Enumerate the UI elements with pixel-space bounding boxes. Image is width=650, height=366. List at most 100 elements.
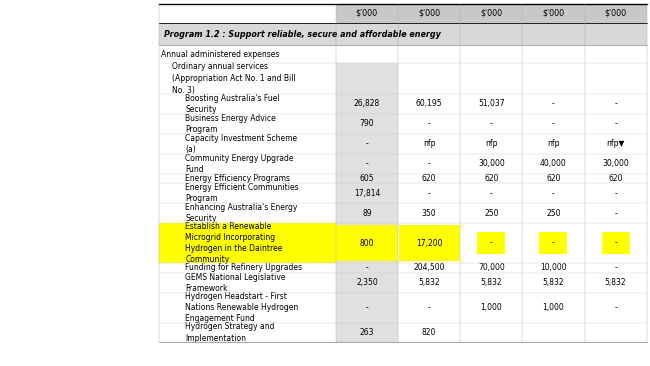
Bar bbox=[398, 225, 460, 261]
Text: -: - bbox=[552, 100, 555, 108]
Text: 30,000: 30,000 bbox=[478, 159, 504, 168]
Text: Funding for Refinery Upgrades: Funding for Refinery Upgrades bbox=[185, 264, 302, 272]
Text: Boosting Australia's Fuel
Security: Boosting Australia's Fuel Security bbox=[185, 94, 280, 114]
Text: $'000: $'000 bbox=[604, 9, 627, 18]
Text: -: - bbox=[552, 239, 555, 248]
Text: -: - bbox=[614, 119, 617, 128]
Text: -: - bbox=[614, 209, 617, 218]
Text: -: - bbox=[552, 119, 555, 128]
Bar bbox=[336, 94, 398, 114]
Bar bbox=[159, 23, 647, 45]
Text: -: - bbox=[490, 239, 493, 248]
Text: 26,828: 26,828 bbox=[354, 100, 380, 108]
Text: -: - bbox=[614, 239, 617, 248]
Text: -: - bbox=[428, 159, 430, 168]
Text: 350: 350 bbox=[422, 209, 436, 218]
Text: 51,037: 51,037 bbox=[478, 100, 504, 108]
Bar bbox=[159, 223, 336, 263]
Bar bbox=[336, 273, 398, 293]
Text: 60,195: 60,195 bbox=[416, 100, 443, 108]
Text: -: - bbox=[365, 139, 369, 148]
Text: Enhancing Australia's Energy
Security: Enhancing Australia's Energy Security bbox=[185, 203, 298, 223]
Text: 620: 620 bbox=[546, 174, 561, 183]
Bar bbox=[477, 232, 505, 254]
Text: 250: 250 bbox=[546, 209, 561, 218]
Text: 17,814: 17,814 bbox=[354, 189, 380, 198]
Bar bbox=[336, 114, 398, 134]
Text: -: - bbox=[365, 159, 369, 168]
Text: 5,832: 5,832 bbox=[480, 279, 502, 287]
Text: -: - bbox=[428, 189, 430, 198]
Text: 204,500: 204,500 bbox=[413, 264, 445, 272]
Bar bbox=[336, 154, 398, 173]
Text: Program 1.2 : Support reliable, secure and affordable energy: Program 1.2 : Support reliable, secure a… bbox=[164, 30, 441, 38]
Text: -: - bbox=[614, 303, 617, 312]
Text: 2,350: 2,350 bbox=[356, 279, 378, 287]
Text: -: - bbox=[614, 189, 617, 198]
Text: 620: 620 bbox=[422, 174, 436, 183]
Bar bbox=[336, 263, 398, 273]
Text: 605: 605 bbox=[359, 174, 374, 183]
Text: Energy Efficient Communities
Program: Energy Efficient Communities Program bbox=[185, 183, 299, 203]
Text: 800: 800 bbox=[359, 239, 374, 248]
Text: Annual administered expenses: Annual administered expenses bbox=[161, 50, 280, 59]
Text: -: - bbox=[428, 303, 430, 312]
Text: -: - bbox=[365, 264, 369, 272]
Text: nfp: nfp bbox=[485, 139, 497, 148]
Text: $'000: $'000 bbox=[480, 9, 502, 18]
Text: Energy Efficiency Programs: Energy Efficiency Programs bbox=[185, 174, 291, 183]
Text: nfp▼: nfp▼ bbox=[606, 139, 625, 148]
Bar bbox=[540, 232, 567, 254]
Text: 820: 820 bbox=[422, 328, 436, 337]
Text: 620: 620 bbox=[608, 174, 623, 183]
Text: Establish a Renewable
Microgrid Incorporating
Hydrogen in the Daintree
Community: Establish a Renewable Microgrid Incorpor… bbox=[185, 222, 283, 264]
Bar bbox=[336, 134, 398, 154]
Bar bbox=[336, 203, 398, 223]
Text: Ordinary annual services
(Appropriation Act No. 1 and Bill
No. 3): Ordinary annual services (Appropriation … bbox=[172, 62, 296, 95]
Text: -: - bbox=[614, 264, 617, 272]
Text: Hydrogen Headstart - First
Nations Renewable Hydrogen
Engagement Fund: Hydrogen Headstart - First Nations Renew… bbox=[185, 292, 298, 323]
Text: $'000: $'000 bbox=[542, 9, 565, 18]
Bar bbox=[460, 4, 523, 23]
Bar bbox=[523, 4, 584, 23]
Text: 1,000: 1,000 bbox=[543, 303, 564, 312]
Text: Community Energy Upgrade
Fund: Community Energy Upgrade Fund bbox=[185, 154, 294, 173]
Bar bbox=[336, 183, 398, 203]
Text: -: - bbox=[614, 100, 617, 108]
Text: 620: 620 bbox=[484, 174, 499, 183]
Text: -: - bbox=[490, 189, 493, 198]
Text: 70,000: 70,000 bbox=[478, 264, 504, 272]
Bar bbox=[336, 4, 398, 23]
Text: 30,000: 30,000 bbox=[603, 159, 629, 168]
Text: 5,832: 5,832 bbox=[543, 279, 564, 287]
Text: -: - bbox=[552, 189, 555, 198]
Text: 1,000: 1,000 bbox=[480, 303, 502, 312]
Text: -: - bbox=[490, 119, 493, 128]
Bar bbox=[602, 232, 630, 254]
Text: 790: 790 bbox=[359, 119, 374, 128]
Bar bbox=[336, 293, 398, 322]
Text: $'000: $'000 bbox=[356, 9, 378, 18]
Text: 5,832: 5,832 bbox=[419, 279, 440, 287]
Text: $'000: $'000 bbox=[418, 9, 440, 18]
Bar bbox=[398, 4, 460, 23]
Text: -: - bbox=[365, 303, 369, 312]
Bar bbox=[336, 322, 398, 343]
Text: nfp: nfp bbox=[547, 139, 560, 148]
Text: 250: 250 bbox=[484, 209, 499, 218]
Text: 10,000: 10,000 bbox=[540, 264, 567, 272]
Text: Business Energy Advice
Program: Business Energy Advice Program bbox=[185, 114, 276, 134]
Text: Capacity Investment Scheme
(a): Capacity Investment Scheme (a) bbox=[185, 134, 298, 154]
Text: -: - bbox=[428, 119, 430, 128]
Text: 5,832: 5,832 bbox=[605, 279, 627, 287]
Bar bbox=[336, 173, 398, 183]
Bar bbox=[336, 63, 398, 94]
Text: Hydrogen Strategy and
Implementation: Hydrogen Strategy and Implementation bbox=[185, 322, 275, 343]
Text: 40,000: 40,000 bbox=[540, 159, 567, 168]
Bar bbox=[337, 225, 397, 261]
Text: nfp: nfp bbox=[423, 139, 436, 148]
Text: GEMS National Legislative
Framework: GEMS National Legislative Framework bbox=[185, 273, 286, 293]
Text: 263: 263 bbox=[359, 328, 374, 337]
Text: 89: 89 bbox=[362, 209, 372, 218]
Bar bbox=[336, 223, 398, 263]
